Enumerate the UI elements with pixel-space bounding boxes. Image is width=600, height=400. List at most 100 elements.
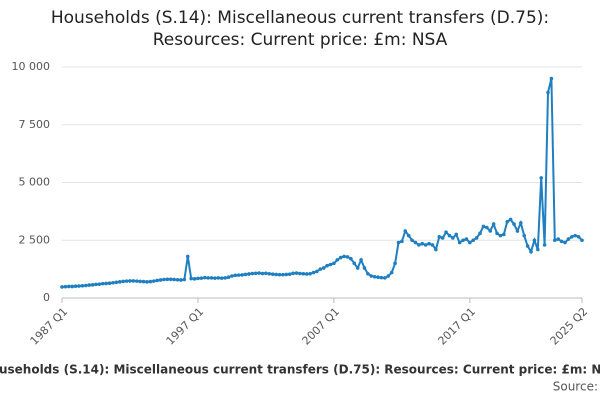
point [87, 283, 91, 287]
point [134, 279, 139, 283]
point [468, 240, 472, 245]
point [185, 254, 190, 259]
point [400, 239, 404, 244]
point [403, 229, 408, 233]
point [502, 232, 506, 237]
point [536, 247, 540, 252]
point [491, 222, 496, 226]
point [549, 76, 554, 81]
point [430, 243, 435, 247]
point [376, 275, 380, 280]
point [145, 280, 149, 284]
point [325, 263, 329, 268]
point [566, 237, 571, 241]
point [352, 261, 357, 266]
point [556, 237, 561, 241]
point [168, 277, 173, 282]
point [281, 272, 285, 277]
point [301, 271, 306, 276]
point [219, 276, 224, 280]
point [182, 277, 187, 282]
point [529, 250, 533, 254]
point [580, 238, 584, 243]
point [525, 244, 530, 248]
point [264, 271, 268, 276]
point [488, 229, 493, 233]
point [253, 271, 258, 276]
chart-title: Resources: Current price: £m: NSA [153, 30, 448, 50]
point [304, 272, 309, 276]
y-tick-label: 7 500 [19, 118, 51, 131]
point [559, 239, 564, 244]
chart-title: Households (S.14): Miscellaneous current… [51, 8, 549, 28]
point [236, 273, 241, 277]
point [199, 276, 204, 280]
point [284, 272, 289, 277]
point [90, 283, 95, 287]
point [165, 277, 170, 282]
point [192, 277, 197, 281]
point [508, 217, 513, 222]
point [362, 266, 367, 270]
point [111, 280, 115, 285]
point [270, 272, 275, 277]
point [247, 272, 251, 276]
point [474, 236, 479, 240]
point [216, 276, 221, 280]
point [481, 224, 486, 229]
point [175, 277, 180, 282]
point [417, 243, 421, 247]
point [447, 233, 452, 238]
point [328, 262, 333, 267]
point [155, 278, 159, 283]
y-tick-label: 10 000 [12, 60, 51, 73]
point [291, 271, 295, 276]
point [342, 254, 346, 259]
point [315, 269, 319, 274]
point [372, 274, 377, 279]
point [427, 241, 431, 246]
point [77, 284, 81, 288]
point [223, 276, 227, 280]
point [97, 282, 102, 286]
chart-footer: Households (S.14): Miscellaneous current… [0, 363, 600, 377]
point [189, 276, 193, 281]
point [379, 275, 384, 280]
point [277, 272, 282, 277]
point [141, 279, 146, 284]
point [454, 232, 459, 237]
point [546, 90, 550, 95]
point [206, 276, 210, 280]
point [359, 258, 363, 262]
point [257, 271, 261, 275]
point [420, 241, 425, 246]
point [393, 261, 397, 266]
x-tick-label: 1987 Q1 [28, 305, 71, 348]
point [434, 247, 438, 252]
point [80, 283, 85, 288]
point [406, 233, 411, 238]
point [294, 271, 299, 275]
point [345, 255, 350, 259]
point [66, 284, 71, 289]
point [124, 279, 129, 283]
point [83, 283, 88, 288]
point [383, 276, 387, 280]
point [515, 229, 520, 233]
point [410, 238, 414, 243]
point [63, 284, 68, 289]
point [563, 240, 567, 245]
point [230, 274, 234, 278]
point [243, 272, 248, 277]
point [471, 238, 476, 243]
point [396, 240, 401, 245]
point [461, 238, 465, 243]
point [576, 234, 581, 239]
point [202, 275, 207, 280]
point [423, 243, 428, 247]
point [335, 258, 340, 262]
point [114, 280, 119, 285]
point [485, 225, 489, 230]
point [73, 284, 78, 289]
